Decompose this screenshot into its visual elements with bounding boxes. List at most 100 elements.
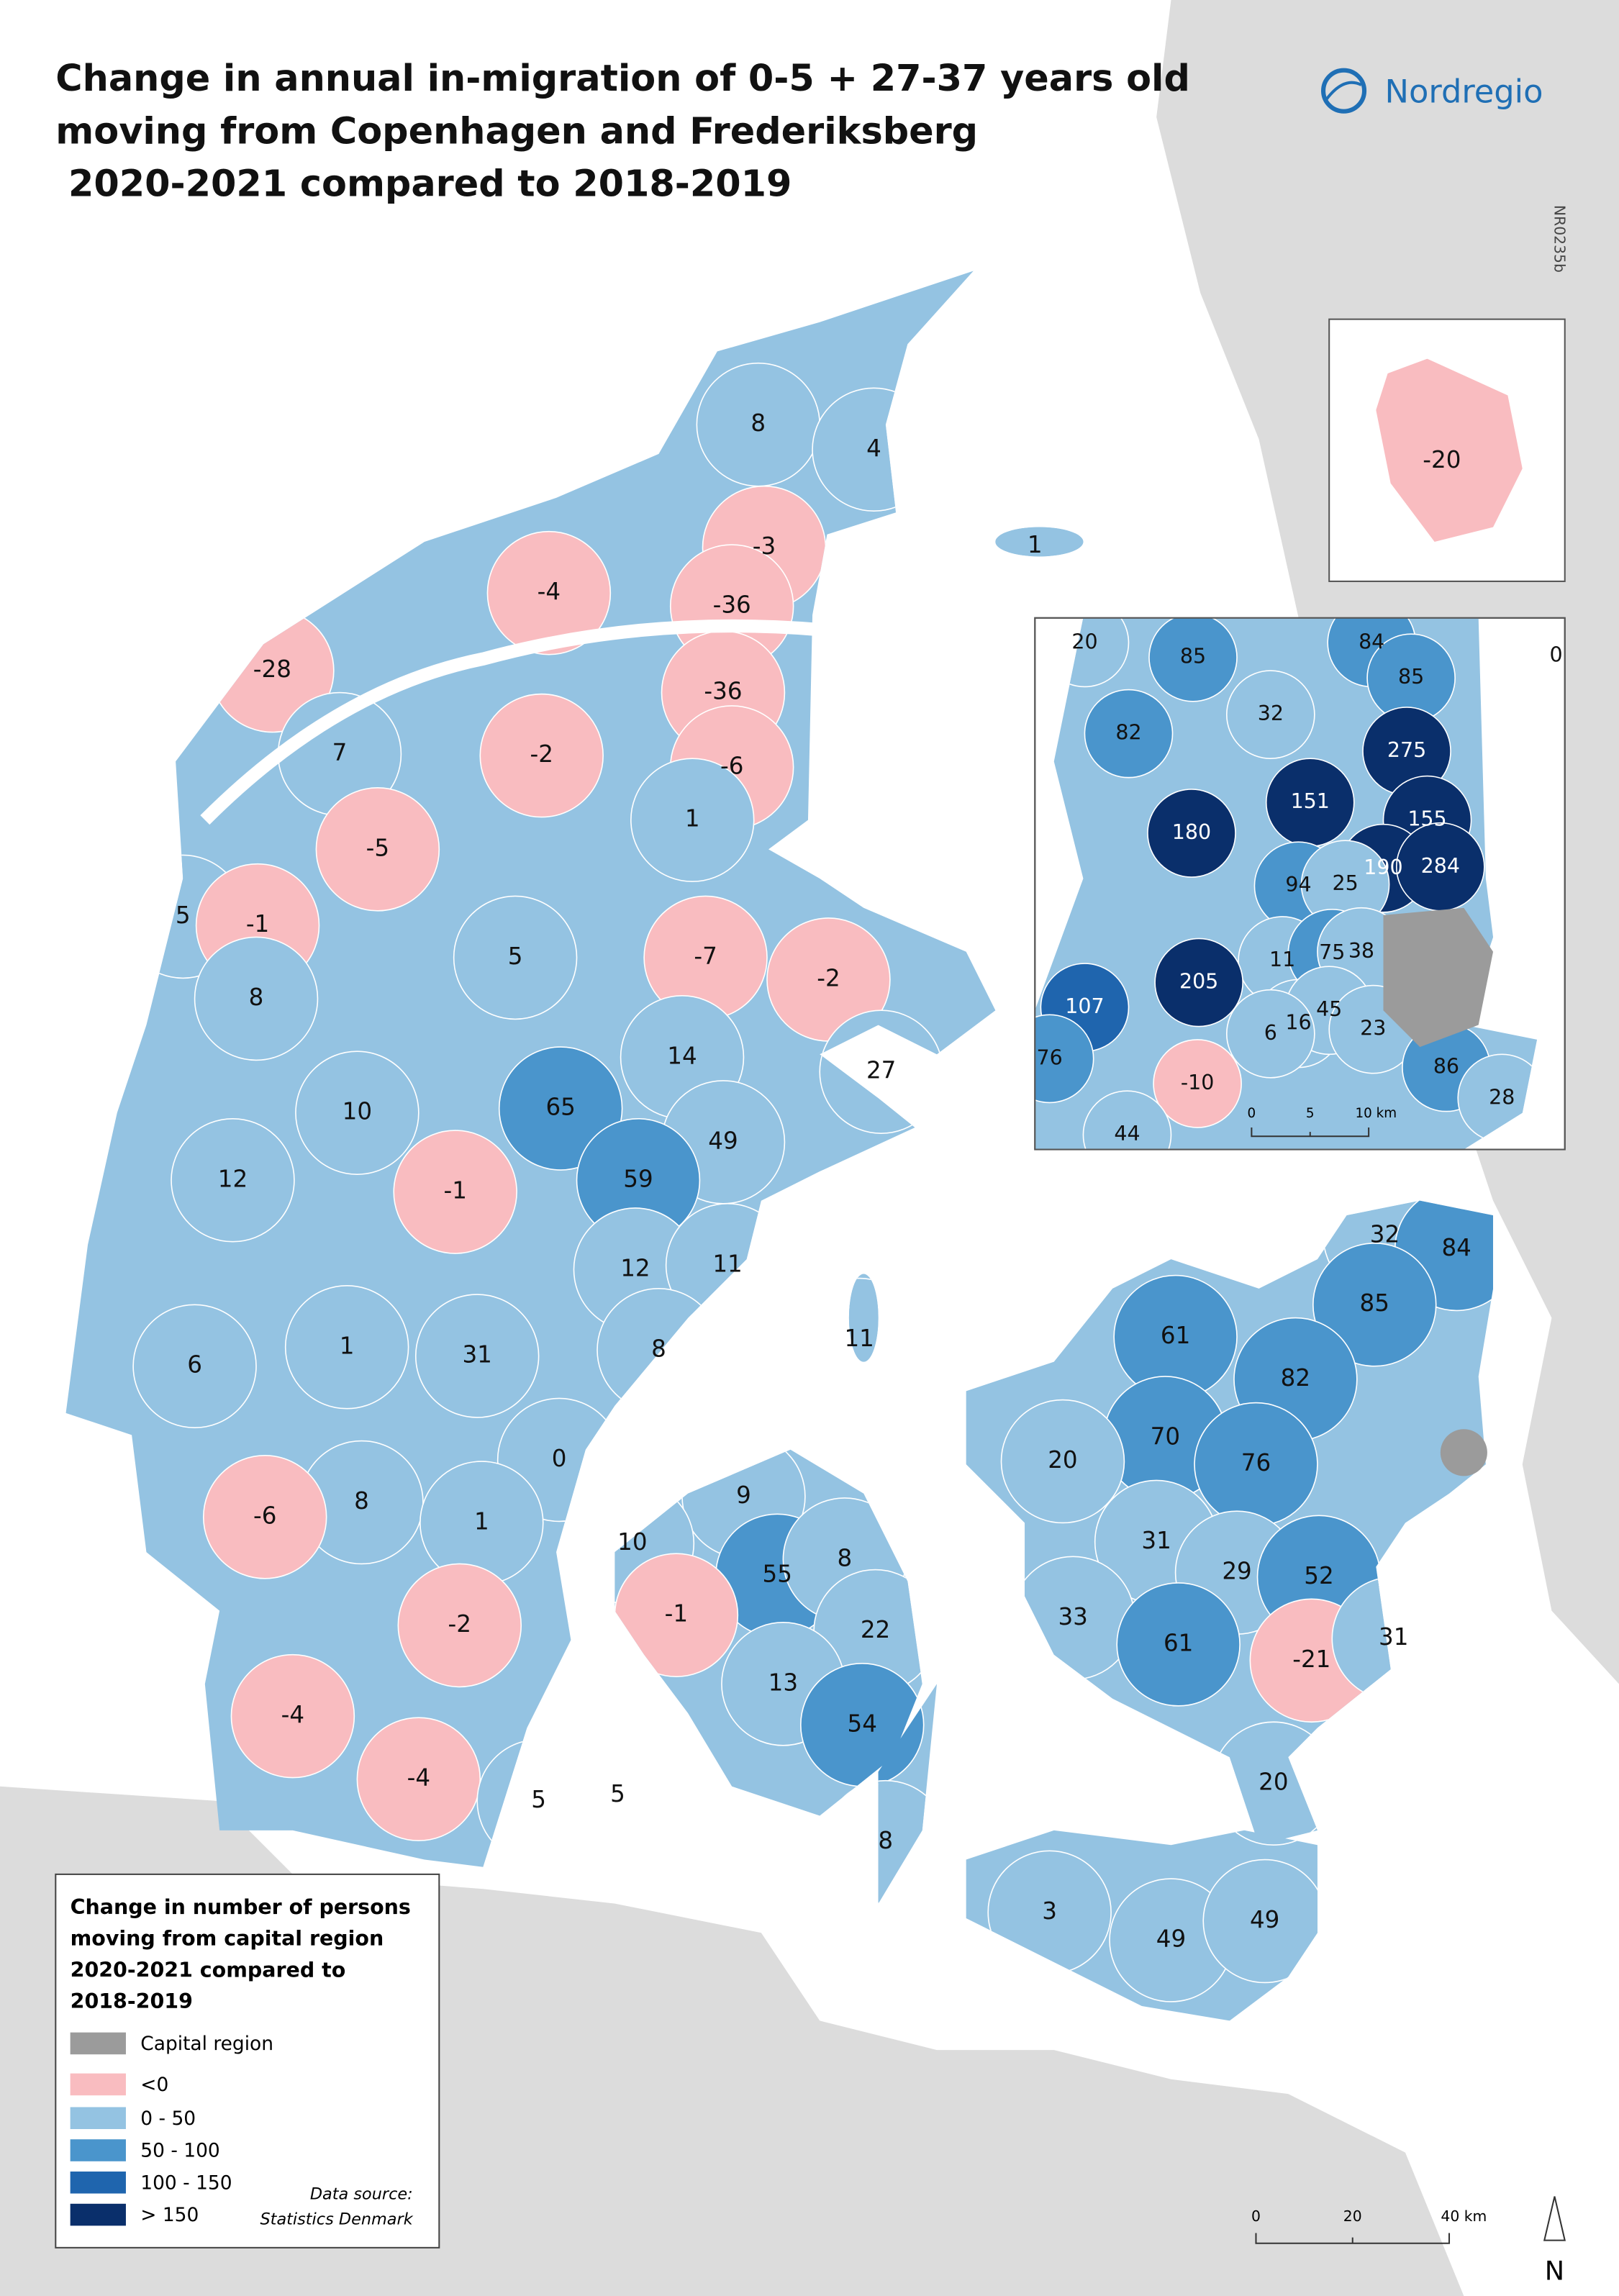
region-label: 7 xyxy=(332,739,348,766)
region-label: 8 xyxy=(750,409,766,437)
region xyxy=(315,787,440,912)
region-label: 29 xyxy=(1222,1558,1251,1585)
region-label: 8 xyxy=(249,984,264,1011)
region xyxy=(1148,617,1238,702)
region-label: 8 xyxy=(878,1827,893,1854)
region-label: 3 xyxy=(1042,1897,1057,1925)
region-label: 6 xyxy=(1264,1021,1277,1045)
region-label: -1 xyxy=(246,910,269,938)
region-label: 6 xyxy=(187,1351,202,1379)
region xyxy=(1147,789,1236,878)
region-label: 12 xyxy=(620,1254,650,1281)
legend-title: moving from capital region xyxy=(71,1927,384,1951)
region-label: 5 xyxy=(508,943,523,970)
region-label: 205 xyxy=(1179,970,1218,994)
region-label: 85 xyxy=(1360,1289,1389,1317)
region-label: -20 xyxy=(1423,446,1461,473)
region-label: 49 xyxy=(1250,1906,1279,1933)
region-label: 10 xyxy=(343,1098,372,1125)
region-label: -4 xyxy=(538,578,561,605)
legend-swatch xyxy=(70,2032,126,2055)
region-label: 32 xyxy=(1370,1221,1400,1248)
region-label: -28 xyxy=(253,655,291,683)
region-label: 275 xyxy=(1387,738,1426,762)
region-label: 9 xyxy=(736,1481,751,1509)
region-label: 107 xyxy=(1065,994,1104,1018)
region xyxy=(1116,1582,1241,1707)
region-label: 84 xyxy=(1359,630,1384,653)
region xyxy=(202,1455,327,1579)
region-label: 31 xyxy=(1379,1623,1408,1651)
region-label: 86 xyxy=(1433,1055,1459,1079)
legend-label: 50 - 100 xyxy=(140,2140,219,2162)
title-line: Change in annual in-migration of 0-5 + 2… xyxy=(55,57,1190,99)
region xyxy=(453,895,578,1020)
region xyxy=(1225,670,1315,759)
region-label: -10 xyxy=(1181,1071,1214,1094)
region-label: 5 xyxy=(610,1780,625,1807)
north-arrow xyxy=(1543,2196,1566,2241)
region-label: 85 xyxy=(1398,665,1424,689)
legend-swatch xyxy=(70,2203,126,2226)
title-line: 2020-2021 compared to 2018-2019 xyxy=(55,163,792,205)
region-label: -2 xyxy=(448,1610,471,1638)
legend-label: Capital region xyxy=(140,2033,273,2055)
region-label: 1 xyxy=(474,1507,489,1535)
region-label: 8 xyxy=(354,1487,369,1515)
brand: Nordregio xyxy=(1385,72,1543,110)
region-label: 76 xyxy=(1037,1045,1063,1069)
map-code: NR0235b xyxy=(1551,205,1568,273)
region-label: 84 xyxy=(1441,1234,1471,1261)
region-label: 94 xyxy=(1285,873,1311,897)
legend-label: 100 - 150 xyxy=(140,2172,232,2194)
region-label: 151 xyxy=(1291,789,1330,813)
legend-swatch xyxy=(70,2139,126,2161)
region-label: 33 xyxy=(1058,1603,1087,1630)
region-label: 65 xyxy=(545,1094,575,1121)
region-label: 20 xyxy=(1259,1769,1288,1796)
region-label: 0 xyxy=(552,1445,567,1472)
region xyxy=(498,1046,623,1171)
scale-label: 20 xyxy=(1343,2207,1362,2225)
region-label: 5 xyxy=(531,1786,546,1813)
region-label: -36 xyxy=(713,591,751,619)
legend-title: 2020-2021 compared to xyxy=(71,1958,346,1982)
region-label: -5 xyxy=(366,834,389,861)
region-label: 85 xyxy=(1180,645,1206,668)
source: Data source: xyxy=(310,2185,413,2204)
region xyxy=(414,1294,540,1418)
region-label: 12 xyxy=(218,1165,248,1192)
region-label: -21 xyxy=(1292,1646,1330,1673)
region xyxy=(1082,1090,1172,1150)
inset-border xyxy=(1034,617,1566,1151)
region xyxy=(194,936,319,1061)
region xyxy=(479,693,604,818)
region-label: 155 xyxy=(1407,807,1446,831)
legend-title: Change in number of persons xyxy=(71,1895,411,1919)
region-label: 284 xyxy=(1421,854,1460,878)
region xyxy=(1225,989,1315,1079)
inset-scale-bar xyxy=(1251,1127,1370,1138)
region-label: 49 xyxy=(708,1127,738,1154)
region-label: 44 xyxy=(1114,1122,1140,1145)
region-label: 1 xyxy=(685,805,700,832)
region-label: 82 xyxy=(1281,1364,1310,1392)
scale-label: 0 xyxy=(1248,1106,1256,1121)
region xyxy=(393,1130,517,1254)
logo xyxy=(1321,68,1367,114)
scale-label: 0 xyxy=(1251,2207,1261,2225)
legend: Change in number of persons moving from c… xyxy=(71,1895,411,2226)
region-label: 8 xyxy=(651,1335,666,1362)
region-label: -4 xyxy=(281,1701,304,1728)
region xyxy=(1000,1399,1125,1524)
legend-label: 0 - 50 xyxy=(140,2107,196,2130)
legend-label: > 150 xyxy=(140,2204,199,2226)
region-label: 20 xyxy=(1071,630,1097,653)
region-label: 11 xyxy=(1269,948,1295,971)
region-label: 8 xyxy=(837,1544,852,1571)
region-label: -6 xyxy=(253,1502,276,1529)
region-label: 61 xyxy=(1161,1322,1190,1349)
region-label: 75 xyxy=(1319,940,1345,964)
region-label: 22 xyxy=(861,1616,890,1643)
